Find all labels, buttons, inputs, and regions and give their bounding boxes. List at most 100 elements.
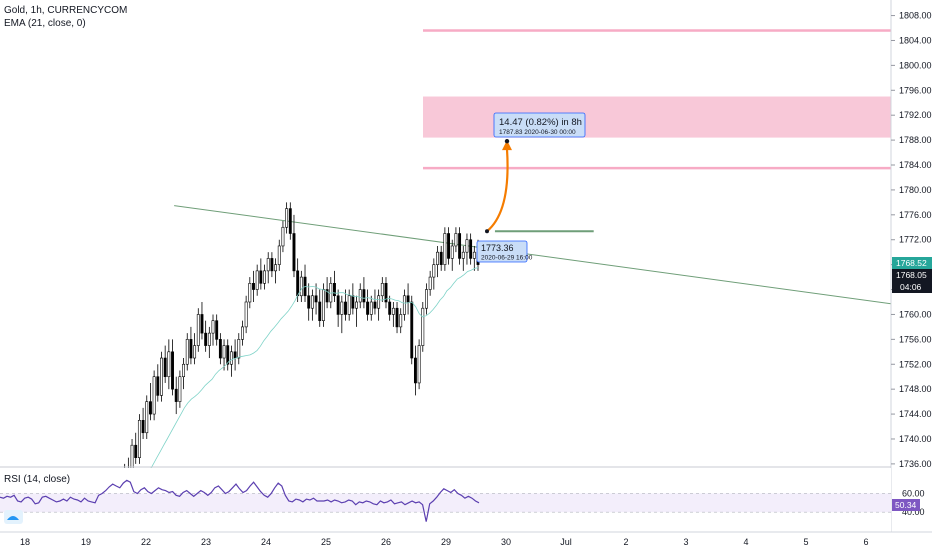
time-tick-label: 24 <box>261 537 271 547</box>
price-tick-label: 1808.00 <box>899 11 932 21</box>
candle-body <box>237 339 241 359</box>
candle <box>439 245 443 271</box>
price-axis[interactable]: 1736.00 1740.00 1744.00 1748.00 1752.00 1756.… <box>891 11 932 469</box>
candle <box>362 277 366 309</box>
candle-body <box>388 301 392 315</box>
candle <box>163 345 167 383</box>
candle <box>307 283 311 321</box>
candle <box>204 320 208 352</box>
zone-0 <box>423 29 891 32</box>
candle <box>207 326 211 359</box>
candle <box>425 283 428 315</box>
candle-body <box>413 357 417 384</box>
candle <box>373 289 377 315</box>
symbol-title[interactable]: Gold, 1h, CURRENCYCOM <box>4 5 127 16</box>
candle <box>259 258 263 290</box>
candle-body <box>204 332 208 346</box>
candle <box>222 339 226 371</box>
time-tick-label: 22 <box>141 537 151 547</box>
candle <box>292 214 296 278</box>
time-tick-label: 25 <box>321 537 331 547</box>
candle <box>336 289 340 327</box>
candle <box>189 326 193 365</box>
price-tick-label: 1776.00 <box>899 210 932 220</box>
candle-body <box>351 295 355 309</box>
ema-indicator-title[interactable]: EMA (21, close, 0) <box>4 18 86 29</box>
candle-body <box>252 283 255 290</box>
candle-body <box>406 295 410 303</box>
candle-body <box>156 376 160 396</box>
candle <box>160 351 163 402</box>
time-tick-label: 29 <box>441 537 451 547</box>
price-badge-teal-text: 1768.52 <box>896 258 927 268</box>
candle <box>377 289 381 321</box>
candle-body <box>318 301 322 321</box>
candle-body <box>421 307 425 346</box>
candle <box>255 264 259 296</box>
candle <box>274 258 278 284</box>
price-tick-label: 1784.00 <box>899 160 932 170</box>
candle-body <box>358 289 362 303</box>
candle <box>185 333 189 371</box>
candle <box>152 370 156 421</box>
candle <box>182 358 186 390</box>
price-tick-label: 1760.00 <box>899 309 932 319</box>
candle <box>428 270 432 296</box>
candle-body <box>218 339 222 359</box>
countdown-text: 04:06 <box>900 282 922 292</box>
candle <box>436 245 439 278</box>
candle <box>469 233 473 265</box>
time-tick-label: 5 <box>803 537 808 547</box>
rsi-title[interactable]: RSI (14, close) <box>4 474 70 485</box>
candle <box>421 301 425 352</box>
candle-body <box>189 339 193 359</box>
candle <box>461 245 465 271</box>
candle-body <box>174 388 178 402</box>
candle <box>145 395 149 439</box>
candle-body <box>145 401 149 434</box>
price-tick-label: 1788.00 <box>899 135 932 145</box>
price-tick-label: 1792.00 <box>899 110 932 120</box>
candle <box>211 314 215 346</box>
tradingview-logo-icon[interactable] <box>4 510 23 524</box>
candle-body <box>270 258 274 272</box>
candle-body <box>399 314 403 328</box>
candle <box>369 295 373 321</box>
candle-body <box>288 208 292 234</box>
candle-body <box>380 283 384 297</box>
time-tick-label: Jul <box>560 537 572 547</box>
candle-body <box>296 270 300 297</box>
candle-body <box>321 289 325 321</box>
candle-body <box>241 326 244 340</box>
candle-body <box>362 289 366 303</box>
price-badge-current: 1768.05 <box>892 269 932 281</box>
projection-label-change: 14.47 (0.82%) in 8h <box>499 117 582 128</box>
candle <box>244 295 248 334</box>
candle-body <box>137 419 141 458</box>
candle <box>248 277 252 309</box>
candle <box>226 339 230 371</box>
candle <box>288 202 292 240</box>
candle-body <box>229 351 233 365</box>
time-tick-label: 4 <box>743 537 748 547</box>
candle <box>380 277 384 302</box>
candle <box>134 432 138 464</box>
candle-body <box>461 251 465 259</box>
projection-curve <box>486 149 509 233</box>
price-tick-label: 1740.00 <box>899 434 932 444</box>
candle <box>241 320 244 346</box>
candle-body <box>255 270 259 290</box>
time-tick-label: 3 <box>683 537 688 547</box>
candle <box>355 295 358 327</box>
candle <box>299 270 303 302</box>
candle <box>270 252 274 278</box>
candle-body <box>200 314 204 334</box>
price-tick-label: 1780.00 <box>899 185 932 195</box>
candle-body <box>402 295 406 315</box>
price-label-1773: 1773.36 2020-06-29 16:00 <box>476 240 533 263</box>
candle-body <box>333 283 336 297</box>
candle <box>344 289 347 321</box>
time-axis[interactable]: 18 19 22 23 24 25 26 29 30 Jul 2 3 4 5 6 <box>20 537 869 547</box>
candle-body <box>244 301 248 328</box>
